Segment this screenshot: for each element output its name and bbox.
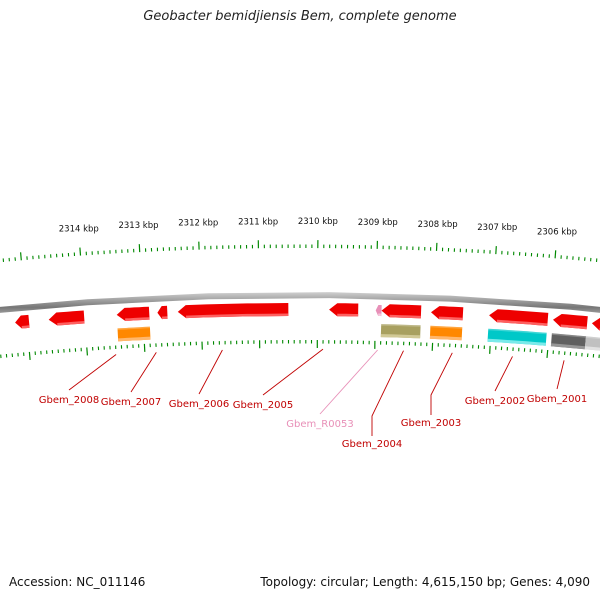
cds-arrow	[381, 304, 422, 319]
cds-arrow	[177, 303, 289, 319]
feature-label-text: Gbem_2008	[39, 395, 99, 406]
feature-label: Gbem_2005	[233, 348, 324, 411]
cds-arrow	[591, 317, 600, 331]
leader-line	[556, 360, 565, 390]
feature-label: Gbem_2001	[527, 360, 587, 405]
feature-label-text: Gbem_R0053	[286, 419, 353, 430]
cds-arrow	[48, 310, 85, 326]
leader-line	[494, 356, 513, 392]
leader-line	[262, 348, 324, 396]
feature-label-text: Gbem_2007	[101, 397, 161, 408]
leader-line	[430, 352, 453, 415]
cog-block	[584, 336, 600, 351]
accession-text: Accession: NC_011146	[9, 575, 146, 589]
cog-block	[380, 324, 421, 339]
feature-label: Gbem_R0053	[286, 349, 378, 430]
cds-arrow	[157, 305, 168, 320]
tick-label: 2313 kbp	[118, 221, 158, 231]
feature-label: Gbem_2002	[465, 356, 525, 407]
feature-label-text: Gbem_2005	[233, 400, 293, 411]
tick-label: 2309 kbp	[358, 218, 398, 228]
rna-feature	[375, 305, 382, 317]
cog-block	[487, 328, 547, 346]
leader-line	[319, 349, 378, 415]
feature-label: Gbem_2003	[401, 352, 461, 429]
major-tick-outer	[79, 247, 82, 256]
feature-label: Gbem_2004	[342, 350, 404, 450]
leader-line	[68, 354, 117, 391]
feature-label: Gbem_2007	[101, 352, 161, 408]
tick-label: 2311 kbp	[238, 217, 278, 227]
feature-labels: Gbem_2008 Gbem_2007 Gbem_2006 Gbem_2005 Gbem…	[39, 348, 587, 450]
backbone-arc	[0, 292, 600, 313]
tick-label: 2307 kbp	[477, 223, 517, 233]
cog-block	[117, 326, 151, 342]
leader-line	[371, 350, 404, 436]
genome-backbone	[0, 292, 600, 313]
tick-label: 2310 kbp	[298, 217, 338, 227]
cds-arrow	[489, 309, 549, 326]
major-tick-inner	[546, 349, 549, 358]
cds-arrow	[116, 306, 150, 321]
genome-summary-text: Topology: circular; Length: 4,615,150 bp…	[260, 575, 590, 589]
feature-label: Gbem_2008	[39, 354, 117, 406]
feature-label-text: Gbem_2001	[527, 394, 587, 405]
feature-tracks	[15, 303, 600, 351]
leader-line	[198, 349, 223, 395]
page-title: Geobacter bemidjiensis Bem, complete gen…	[143, 9, 457, 24]
feature-label: Gbem_2006	[169, 349, 229, 410]
major-tick-outer	[20, 252, 22, 261]
scale-ticks: 2314 kbp 2313 kbp 2312 kbp 2311 kbp 2310 kbp…	[0, 217, 600, 360]
feature-label-text: Gbem_2002	[465, 396, 525, 407]
cds-arrow	[553, 314, 588, 330]
tick-label: 2306 kbp	[537, 227, 577, 237]
leader-line	[130, 352, 157, 393]
major-tick-outer	[495, 246, 497, 255]
major-tick-inner	[28, 351, 31, 360]
tick-label: 2312 kbp	[178, 219, 218, 229]
cds-arrow	[15, 314, 30, 329]
feature-label-text: Gbem_2004	[342, 439, 402, 450]
cog-block	[550, 333, 586, 350]
tick-label: 2314 kbp	[59, 225, 99, 235]
major-tick-inner	[86, 347, 88, 356]
feature-label-text: Gbem_2006	[169, 399, 229, 410]
feature-label-text: Gbem_2003	[401, 418, 461, 429]
cds-arrow	[431, 306, 464, 321]
cog-block	[429, 325, 463, 341]
tick-label: 2308 kbp	[418, 220, 458, 230]
cds-arrow	[329, 303, 359, 317]
major-tick-outer	[554, 250, 557, 259]
